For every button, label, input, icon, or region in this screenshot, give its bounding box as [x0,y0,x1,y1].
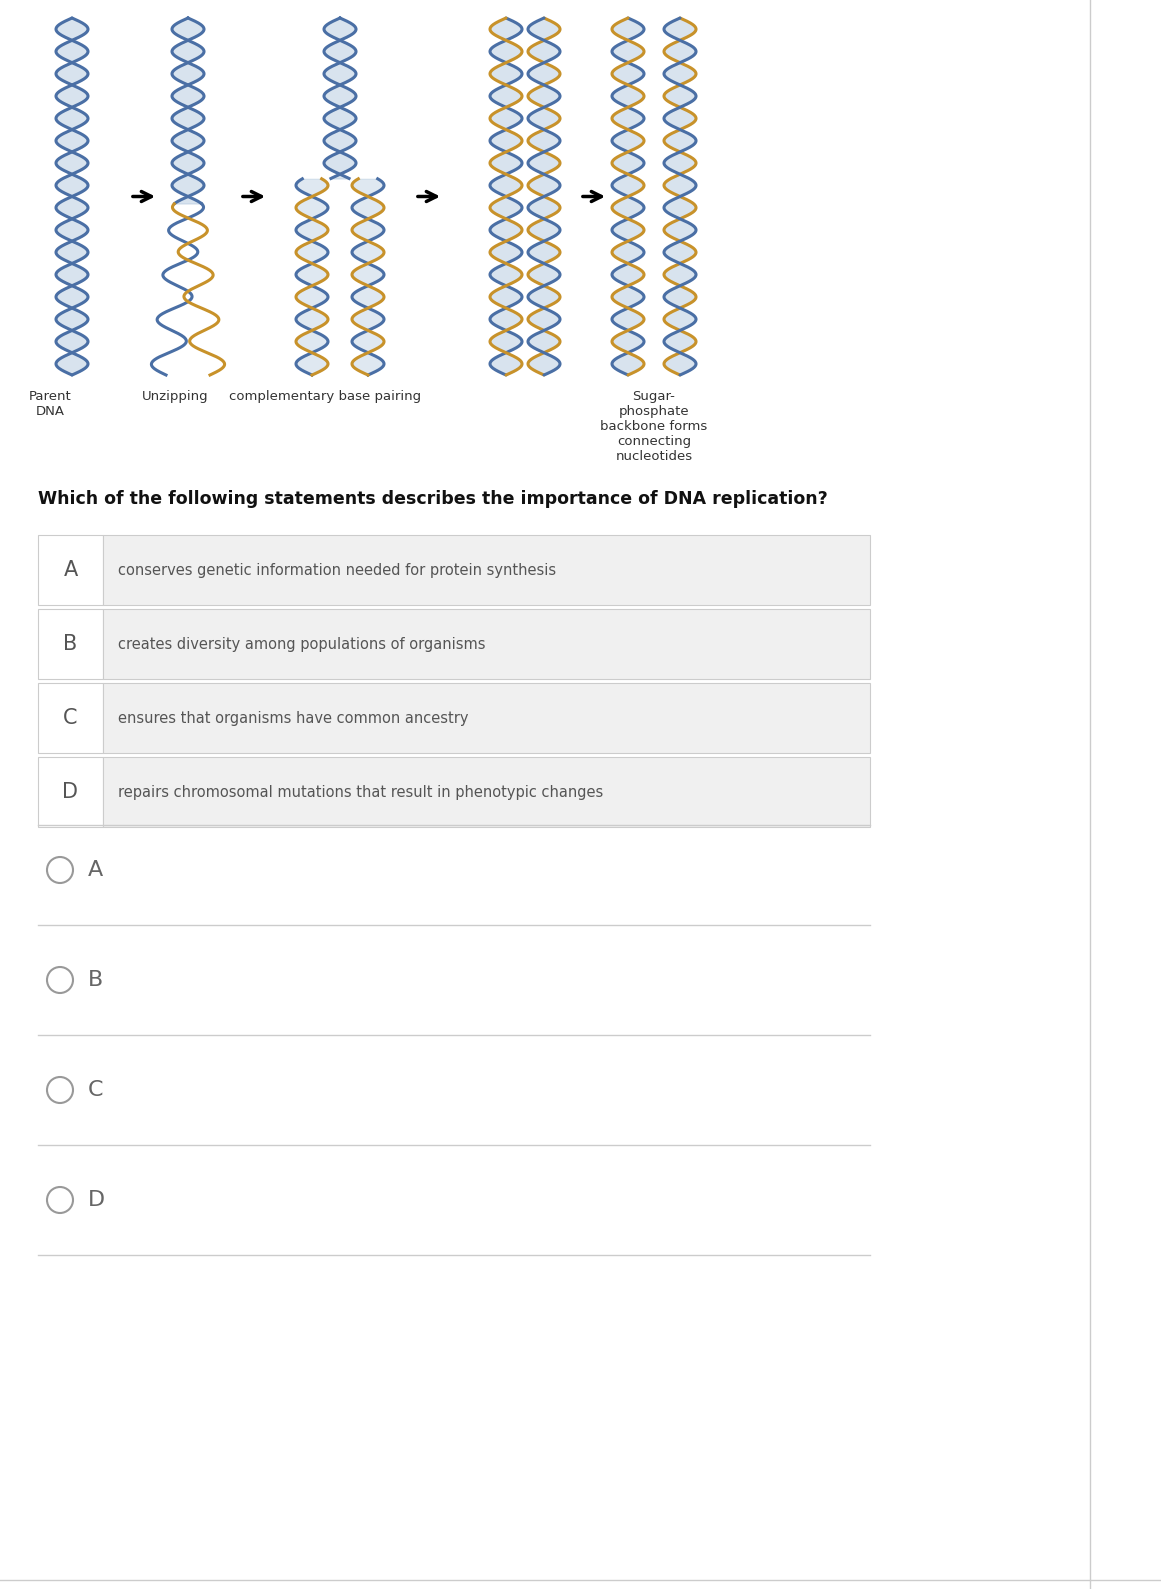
Bar [103,683,870,753]
Text: D: D [88,1190,106,1209]
Bar [103,609,870,679]
Text: conserves genetic information needed for protein synthesis: conserves genetic information needed for… [118,563,556,577]
Bar [38,609,103,679]
Bar [38,535,103,605]
Bar [103,535,870,605]
Text: creates diversity among populations of organisms: creates diversity among populations of o… [118,637,485,651]
Text: complementary base pairing: complementary base pairing [229,389,421,404]
Bar [38,756,103,826]
Text: B: B [64,634,78,655]
Text: Parent
DNA: Parent DNA [29,389,71,418]
Text: D: D [63,782,79,802]
Text: A: A [88,860,103,880]
Bar [38,683,103,753]
Text: B: B [88,969,103,990]
Text: Which of the following statements describes the importance of DNA replication?: Which of the following statements descri… [38,489,828,508]
Text: Sugar-
phosphate
backbone forms
connecting
nucleotides: Sugar- phosphate backbone forms connecti… [600,389,707,462]
Text: repairs chromosomal mutations that result in phenotypic changes: repairs chromosomal mutations that resul… [118,785,604,799]
Text: C: C [63,709,78,728]
Bar [103,756,870,826]
Text: A: A [64,559,78,580]
Text: C: C [88,1081,103,1100]
Text: ensures that organisms have common ancestry: ensures that organisms have common ances… [118,710,469,726]
Text: Unzipping: Unzipping [142,389,208,404]
